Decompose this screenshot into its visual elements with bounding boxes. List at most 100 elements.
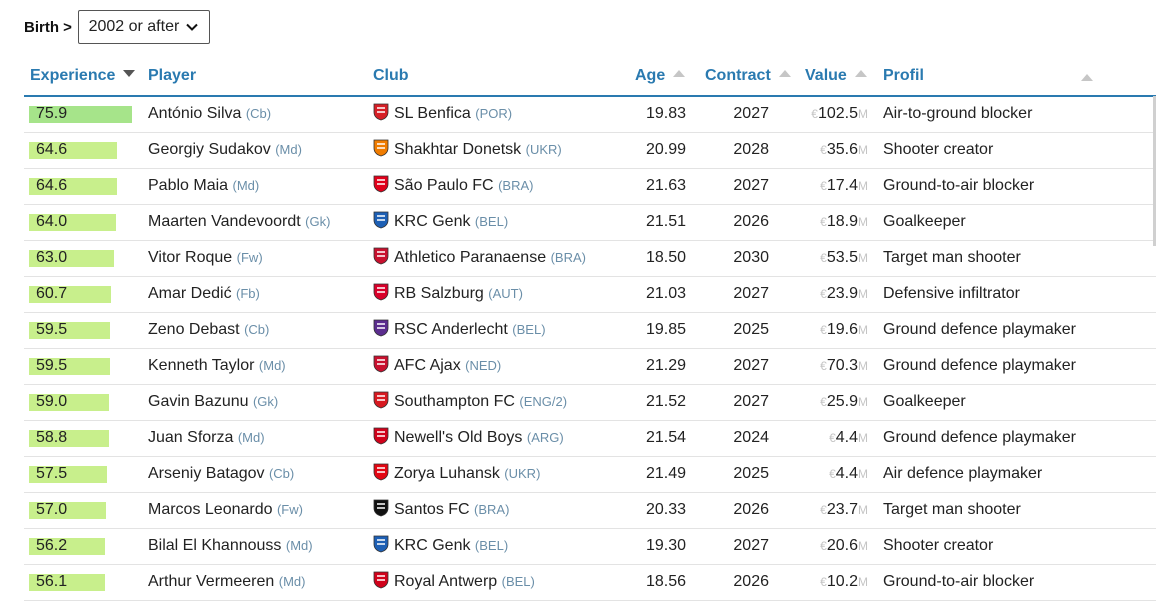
zorya-crest-icon <box>373 463 389 481</box>
player-name[interactable]: Marcos Leonardo <box>148 501 273 518</box>
experience-cell: 57.0 <box>24 493 144 527</box>
club-name[interactable]: RB Salzburg <box>394 285 484 302</box>
player-name[interactable]: Kenneth Taylor <box>148 357 255 374</box>
athletico-crest-icon <box>373 247 389 265</box>
column-header-club[interactable]: Club <box>373 67 409 84</box>
profil-value: Defensive infiltrator <box>883 285 1020 302</box>
club-name[interactable]: Santos FC <box>394 501 470 518</box>
player-name[interactable]: Zeno Debast <box>148 321 240 338</box>
value-unit: M <box>858 143 868 157</box>
sort-desc-icon <box>123 70 136 78</box>
club-country: (AUT) <box>488 286 523 301</box>
club-cell: KRC Genk (BEL) <box>373 205 508 239</box>
club-name[interactable]: Shakhtar Donetsk <box>394 141 522 158</box>
market-value: 17.4 <box>826 177 858 194</box>
player-name[interactable]: Maarten Vandevoordt <box>148 213 301 230</box>
contract-value: 2027 <box>733 285 769 302</box>
contract-value: 2027 <box>733 177 769 194</box>
age-value: 19.30 <box>645 537 686 554</box>
profil-value: Ground defence playmaker <box>883 429 1076 446</box>
profil-value: Ground defence playmaker <box>883 321 1076 338</box>
player-position: (Md) <box>258 358 286 373</box>
player-name[interactable]: Vitor Roque <box>148 249 233 266</box>
player-cell: Gavin Bazunu (Gk) <box>148 385 278 419</box>
value-unit: M <box>858 287 868 301</box>
currency-symbol: € <box>820 575 827 589</box>
sao-paulo-crest-icon <box>373 175 389 193</box>
value-unit: M <box>858 215 868 229</box>
profil-value: Shooter creator <box>883 141 994 158</box>
value-unit: M <box>858 179 868 193</box>
experience-bar <box>29 286 111 303</box>
southampton-crest-icon <box>373 391 389 409</box>
club-name[interactable]: Southampton FC <box>394 393 515 410</box>
club-country: (BRA) <box>498 178 534 193</box>
club-name[interactable]: Zorya Luhansk <box>394 465 500 482</box>
table-row[interactable]: 57.5 Arseniy Batagov (Cb) Zorya Luhansk (U… <box>24 457 1156 493</box>
player-name[interactable]: Bilal El Khannouss <box>148 537 282 554</box>
table-row[interactable]: 59.5 Kenneth Taylor (Md) AFC Ajax (NED) 21.… <box>24 349 1156 385</box>
experience-cell: 59.5 <box>24 313 144 347</box>
experience-cell: 56.2 <box>24 529 144 563</box>
club-name[interactable]: SL Benfica <box>394 105 471 122</box>
column-header-value[interactable]: Value <box>805 61 867 93</box>
player-name[interactable]: Juan Sforza <box>148 429 234 446</box>
player-name[interactable]: Georgiy Sudakov <box>148 141 271 158</box>
club-cell: KRC Genk (BEL) <box>373 529 508 563</box>
player-position: (Fw) <box>276 502 303 517</box>
player-name[interactable]: Arseniy Batagov <box>148 465 265 482</box>
player-cell: Amar Dedić (Fb) <box>148 277 260 311</box>
club-name[interactable]: São Paulo FC <box>394 177 494 194</box>
player-cell: Arthur Vermeeren (Md) <box>148 565 305 599</box>
age-value: 21.52 <box>645 393 686 410</box>
currency-symbol: € <box>820 143 827 157</box>
club-name[interactable]: Newell's Old Boys <box>394 429 523 446</box>
table-row[interactable]: 63.0 Vitor Roque (Fw) Athletico Paranaense… <box>24 241 1156 277</box>
column-header-profil[interactable]: Profil <box>883 61 1093 93</box>
experience-value: 57.5 <box>36 465 68 482</box>
player-position: (Md) <box>237 430 265 445</box>
table-row[interactable]: 60.7 Amar Dedić (Fb) RB Salzburg (AUT) 21.0… <box>24 277 1156 313</box>
table-row[interactable]: 56.1 Arthur Vermeeren (Md) Royal Antwerp (… <box>24 565 1156 601</box>
player-name[interactable]: Gavin Bazunu <box>148 393 249 410</box>
table-row[interactable]: 64.6 Pablo Maia (Md) São Paulo FC (BRA) 21.… <box>24 169 1156 205</box>
club-country: (ARG) <box>526 430 564 445</box>
club-name[interactable]: AFC Ajax <box>394 357 461 374</box>
column-header-experience[interactable]: Experience <box>30 61 136 93</box>
table-row[interactable]: 56.2 Bilal El Khannouss (Md) KRC Genk (BEL… <box>24 529 1156 565</box>
experience-bar <box>29 502 106 519</box>
player-name[interactable]: António Silva <box>148 105 242 122</box>
column-header-contract[interactable]: Contract <box>705 61 791 93</box>
birth-filter-select[interactable]: 2002 or after <box>77 10 210 44</box>
experience-value: 58.8 <box>36 429 68 446</box>
market-value: 4.4 <box>835 465 858 482</box>
table-row[interactable]: 64.0 Maarten Vandevoordt (Gk) KRC Genk (BE… <box>24 205 1156 241</box>
age-value: 19.85 <box>645 321 686 338</box>
club-country: (BEL) <box>474 214 509 229</box>
value-cell: €10.2M <box>788 565 868 599</box>
club-cell: São Paulo FC (BRA) <box>373 169 533 203</box>
club-name[interactable]: KRC Genk <box>394 537 471 554</box>
club-cell: Southampton FC (ENG/2) <box>373 385 567 419</box>
club-name[interactable]: KRC Genk <box>394 213 471 230</box>
table-row[interactable]: 58.8 Juan Sforza (Md) Newell's Old Boys (A… <box>24 421 1156 457</box>
column-header-player[interactable]: Player <box>148 67 197 84</box>
player-name[interactable]: Pablo Maia <box>148 177 229 194</box>
value-unit: M <box>858 575 868 589</box>
table-row[interactable]: 64.6 Georgiy Sudakov (Md) Shakhtar Donetsk… <box>24 133 1156 169</box>
club-name[interactable]: RSC Anderlecht <box>394 321 508 338</box>
experience-cell: 64.6 <box>24 169 144 203</box>
column-header-age[interactable]: Age <box>635 61 686 93</box>
table-row[interactable]: 59.5 Zeno Debast (Cb) RSC Anderlecht (BEL)… <box>24 313 1156 349</box>
table-row[interactable]: 59.0 Gavin Bazunu (Gk) Southampton FC (ENG… <box>24 385 1156 421</box>
table-row[interactable]: 75.9 António Silva (Cb) SL Benfica (POR) 19… <box>24 97 1156 133</box>
shakhtar-crest-icon <box>373 139 389 157</box>
contract-value: 2028 <box>733 141 769 158</box>
experience-value: 56.1 <box>36 573 68 590</box>
club-name[interactable]: Athletico Paranaense <box>394 249 547 266</box>
player-name[interactable]: Amar Dedić <box>148 285 232 302</box>
scrollbar[interactable] <box>1153 96 1156 246</box>
contract-value: 2027 <box>733 357 769 374</box>
table-row[interactable]: 57.0 Marcos Leonardo (Fw) Santos FC (BRA) 2… <box>24 493 1156 529</box>
value-unit: M <box>858 539 868 553</box>
